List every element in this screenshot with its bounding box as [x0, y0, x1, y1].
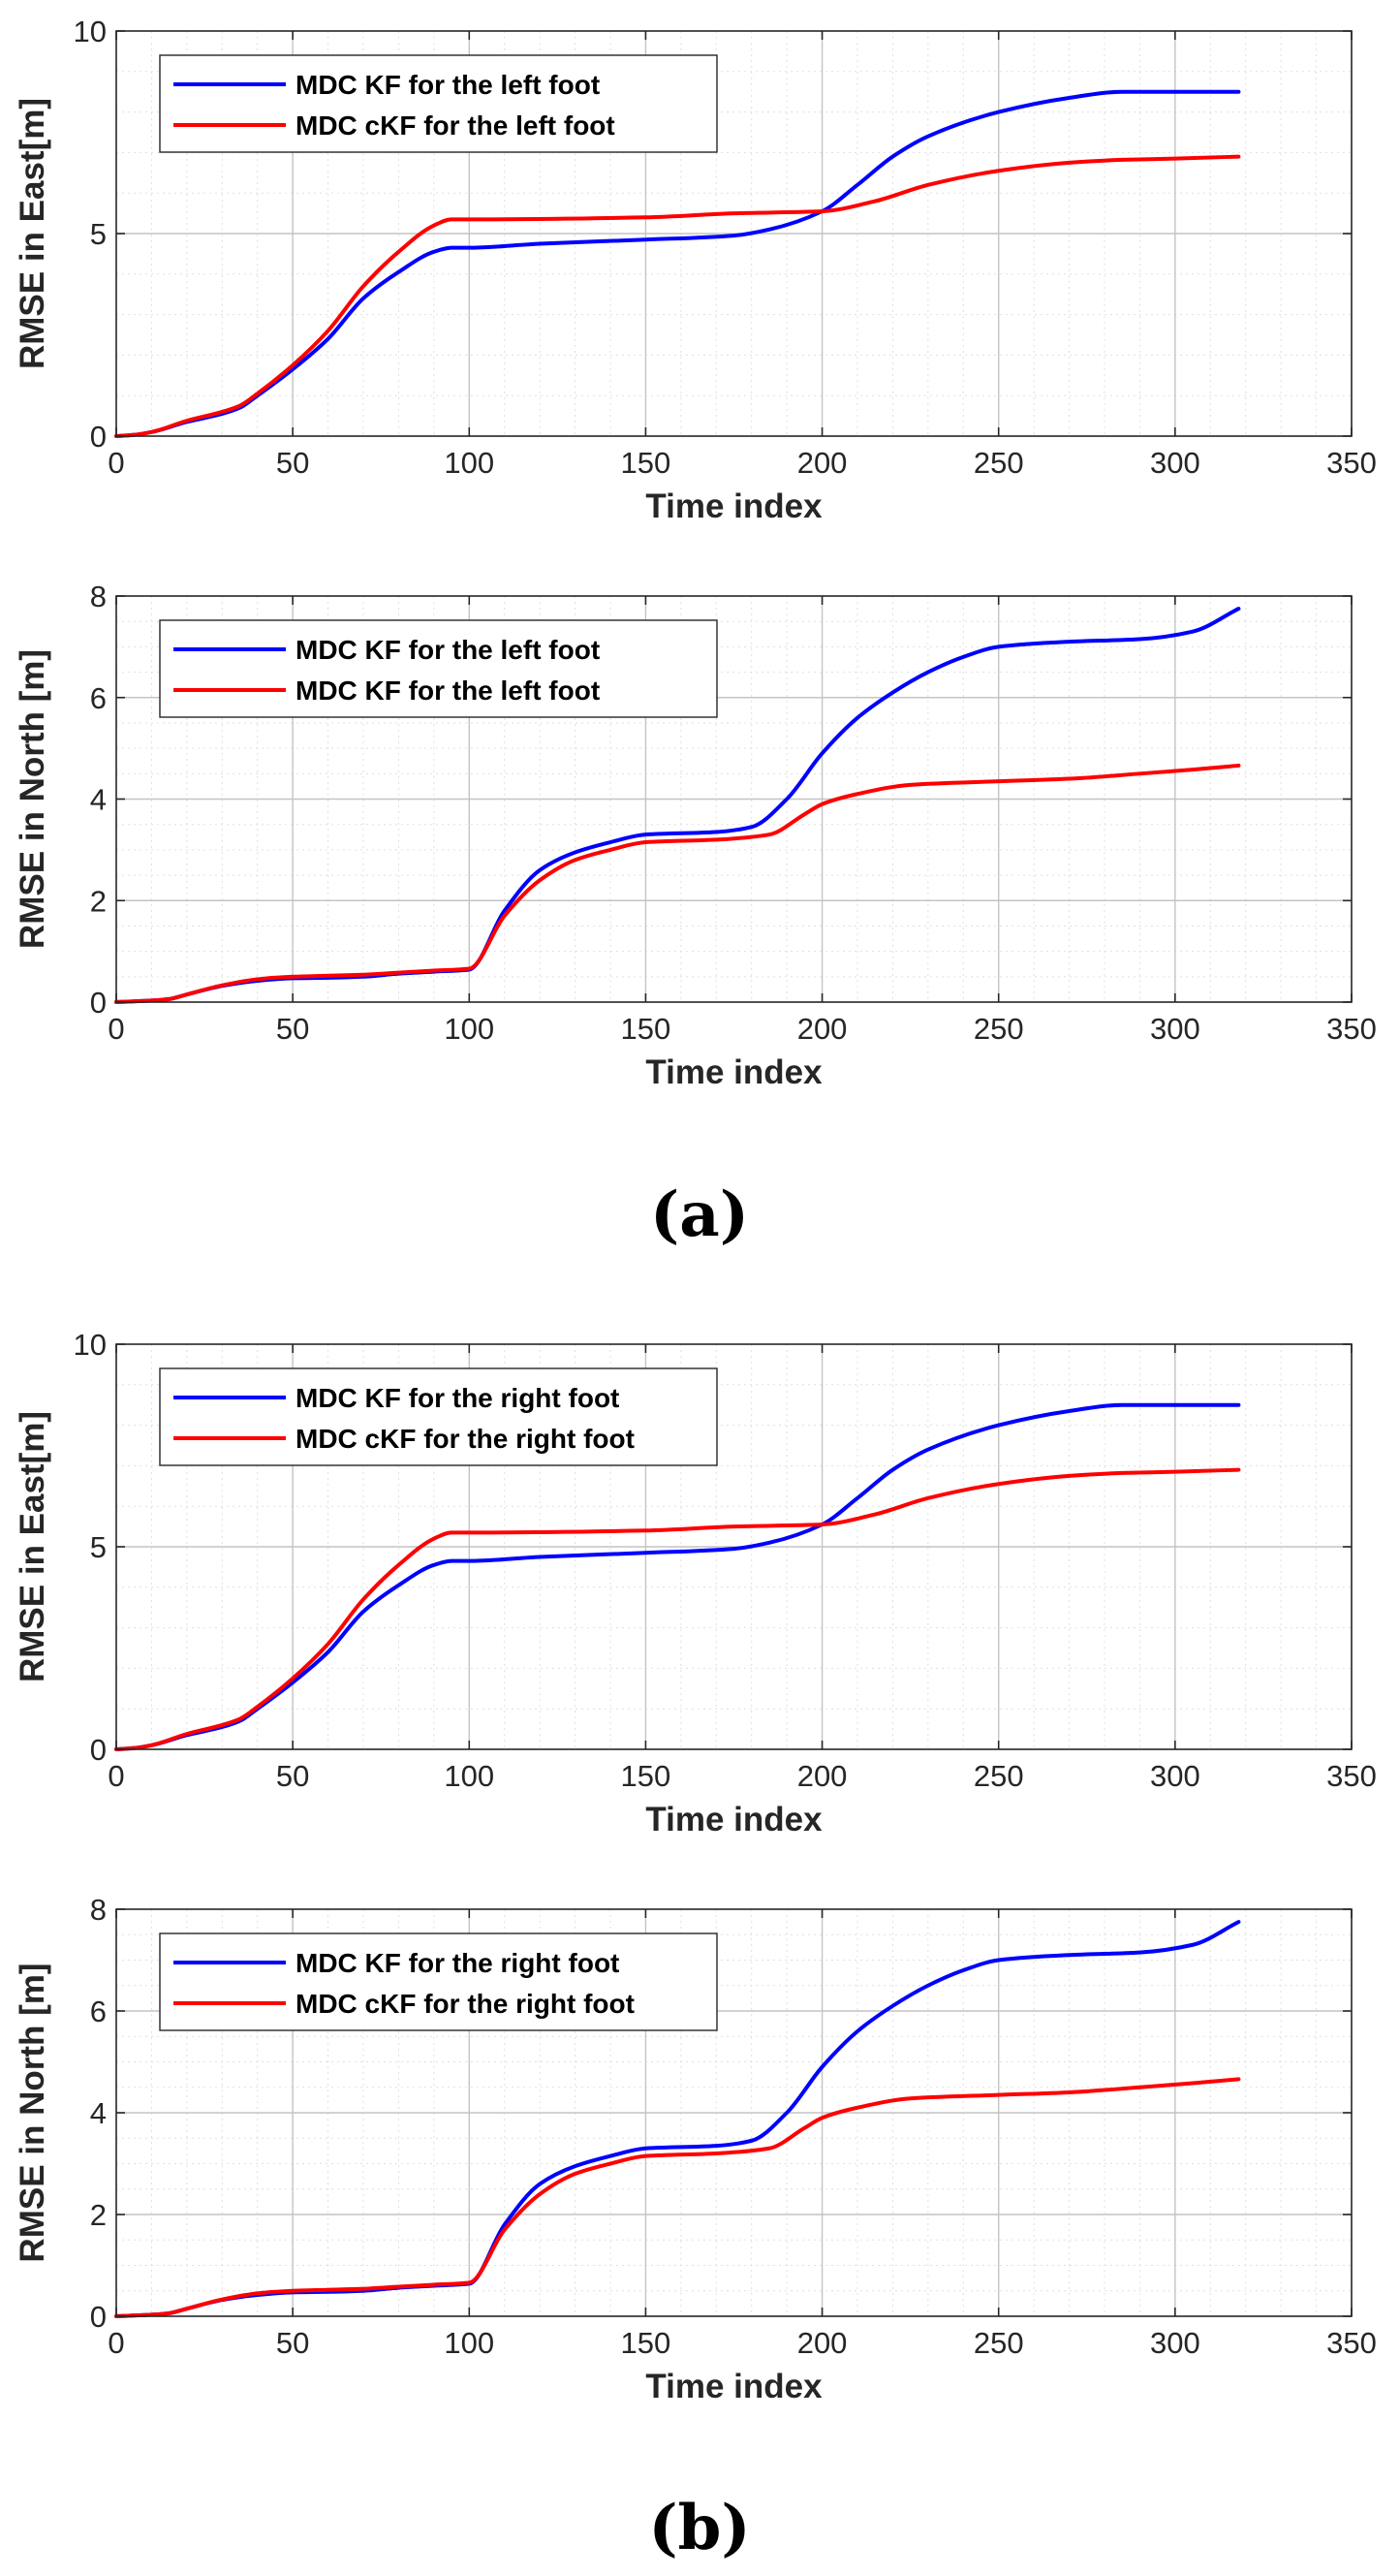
x-tick-label: 200 [797, 2326, 848, 2360]
x-tick-label: 350 [1326, 1759, 1377, 1793]
x-tick-label: 350 [1326, 1012, 1377, 1046]
x-tick-label: 300 [1150, 446, 1200, 480]
y-tick-label: 2 [90, 2198, 107, 2232]
x-tick-label: 150 [621, 1759, 671, 1793]
y-tick-label: 6 [90, 1995, 107, 2028]
legend-label-kf: MDC KF for the right foot [296, 1383, 619, 1413]
panel-a-east: 0 50 100 150 200 250 300 350 0 5 10 Time index RMSE … [14, 15, 1377, 525]
y-tick-label: 2 [90, 884, 107, 918]
legend-label-kf: MDC KF for the left foot [296, 70, 600, 100]
legend-label-kf: MDC KF for the left foot [296, 635, 600, 665]
y-tick-label: 0 [90, 420, 107, 454]
x-tick-label: 100 [444, 2326, 494, 2360]
x-tick-label: 0 [108, 1759, 124, 1793]
x-tick-label: 150 [621, 2326, 671, 2360]
x-axis-label: Time index [645, 487, 823, 525]
legend-box [159, 619, 718, 718]
y-tick-label: 8 [90, 580, 107, 613]
y-axis-label: RMSE in East[m] [14, 1411, 51, 1682]
caption-a: (a) [650, 1178, 749, 1251]
x-tick-label: 100 [444, 1759, 494, 1793]
x-tick-label: 300 [1150, 1012, 1200, 1046]
x-tick-label: 250 [974, 446, 1024, 480]
legend-box [159, 1932, 718, 2031]
series-line-ckf [114, 2077, 1241, 2318]
series-line-kf [114, 1402, 1241, 1751]
panel-b-east: 0 50 100 150 200 250 300 350 0 5 10 Time index RMSE … [14, 1328, 1377, 1838]
legend-box [159, 54, 718, 153]
x-tick-label: 300 [1150, 2326, 1200, 2360]
x-tick-label: 150 [621, 1012, 671, 1046]
y-axis-label: RMSE in East[m] [14, 98, 51, 369]
x-tick-label: 100 [444, 1012, 494, 1046]
x-tick-label: 0 [108, 1012, 124, 1046]
y-axis-label: RMSE in North [m] [14, 1963, 51, 2262]
x-tick-label: 0 [108, 2326, 124, 2360]
y-tick-label: 4 [90, 783, 107, 817]
panel-a-north: 0 50 100 150 200 250 300 350 0 2 4 6 8 Time index RMSE… [14, 580, 1377, 1091]
x-tick-label: 250 [974, 2326, 1024, 2360]
legend-label-kf: MDC KF for the right foot [296, 1948, 619, 1978]
y-tick-label: 0 [90, 986, 107, 1020]
x-tick-label: 300 [1150, 1759, 1200, 1793]
caption-b: (b) [648, 2492, 750, 2564]
x-tick-label: 50 [276, 2326, 309, 2360]
x-tick-label: 250 [974, 1012, 1024, 1046]
y-tick-label: 5 [90, 1530, 107, 1564]
x-tick-label: 100 [444, 446, 494, 480]
y-tick-label: 10 [74, 15, 107, 48]
x-tick-label: 250 [974, 1759, 1024, 1793]
x-tick-label: 200 [797, 446, 848, 480]
x-tick-label: 350 [1326, 2326, 1377, 2360]
legend-label-ckf: MDC KF for the left foot [296, 675, 600, 706]
legend-label-ckf: MDC cKF for the right foot [296, 1424, 635, 1454]
x-tick-label: 350 [1326, 446, 1377, 480]
x-tick-label: 50 [276, 446, 309, 480]
y-tick-label: 0 [90, 1733, 107, 1767]
x-tick-label: 0 [108, 446, 124, 480]
series-line-ckf [114, 154, 1241, 438]
x-tick-label: 150 [621, 446, 671, 480]
x-tick-label: 50 [276, 1012, 309, 1046]
x-tick-label: 200 [797, 1012, 848, 1046]
y-axis-label: RMSE in North [m] [14, 649, 51, 949]
x-tick-label: 50 [276, 1759, 309, 1793]
y-tick-label: 8 [90, 1893, 107, 1927]
x-axis-label: Time index [645, 1053, 823, 1091]
y-tick-label: 4 [90, 2096, 107, 2130]
legend-label-ckf: MDC cKF for the left foot [296, 110, 615, 141]
y-tick-label: 5 [90, 217, 107, 251]
x-axis-label: Time index [645, 1801, 823, 1838]
series-line-ckf [114, 1467, 1241, 1751]
y-tick-label: 0 [90, 2300, 107, 2334]
series-line-kf [114, 89, 1241, 438]
x-axis-label: Time index [645, 2368, 823, 2405]
legend-box [159, 1367, 718, 1466]
panel-b-north: 0 50 100 150 200 250 300 350 0 2 4 6 8 Time index RMSE… [14, 1893, 1377, 2405]
series-line-ckf [114, 763, 1241, 1004]
legend-label-ckf: MDC cKF for the right foot [296, 1989, 635, 2019]
y-tick-label: 6 [90, 681, 107, 715]
y-tick-label: 10 [74, 1328, 107, 1362]
x-tick-label: 200 [797, 1759, 848, 1793]
